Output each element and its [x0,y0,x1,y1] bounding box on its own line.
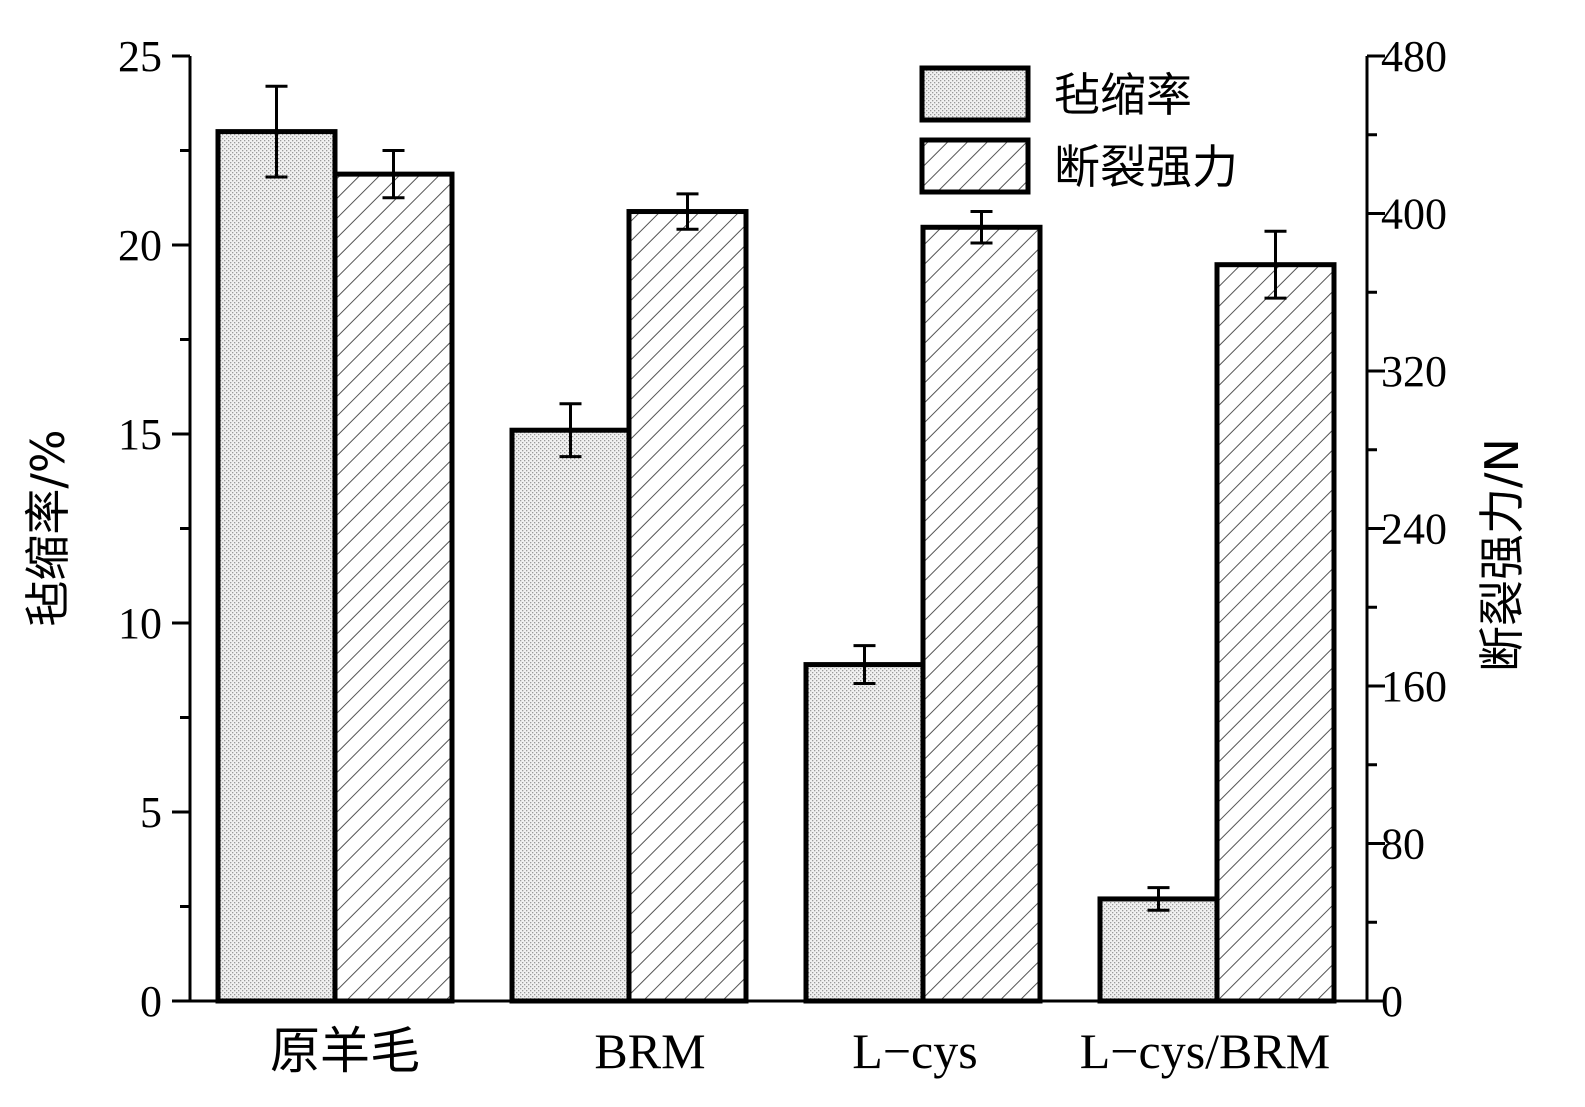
y-axis-title: 毡缩率/% [21,429,75,626]
y-axis-title-right: 断裂强力/N [1475,438,1529,672]
error-bar-felting-0 [265,84,288,179]
axes-layer [172,54,1385,1003]
legend-swatch-strength [919,137,1031,195]
bars-layer [215,84,1337,1004]
right-tick-label: 400 [1381,190,1447,239]
error-bar-felting-1 [559,402,582,459]
error-bar-felting-2 [853,644,876,685]
bar-felting-2 [803,662,926,1004]
bar-strength-3 [1214,262,1337,1004]
legend-swatch-felting [919,65,1031,123]
left-tick-label: 5 [140,788,162,837]
right-tick-label: 0 [1381,977,1403,1026]
category-label-1: BRM [594,1023,705,1079]
bar-felting-3 [1097,896,1220,1004]
category-label-0: 原羊毛 [270,1023,420,1079]
legend-label-strength: 断裂强力 [1054,140,1238,194]
error-bar-strength-0 [382,149,405,200]
right-tick-label: 240 [1381,505,1447,554]
bar-felting-0 [215,129,338,1004]
right-tick-label: 320 [1381,347,1447,396]
error-bar-strength-3 [1264,229,1287,300]
bar-strength-2 [920,224,1043,1004]
bar-felting-1 [509,427,632,1004]
labels-layer: 0 5 10 15 20 25 0 80 160 240 320 400 480 原羊毛 BRM L−cys L… [21,32,1529,1079]
error-bar-strength-2 [970,210,993,245]
left-tick-label: 0 [140,977,162,1026]
bar-strength-0 [332,171,455,1004]
right-tick-label: 160 [1381,662,1447,711]
left-tick-label: 15 [118,410,162,459]
legend-label-felting: 毡缩率 [1054,68,1192,122]
left-tick-label: 25 [118,32,162,81]
category-label-2: L−cys [852,1023,977,1079]
category-label-3: L−cys/BRM [1080,1023,1330,1079]
left-tick-label: 10 [118,599,162,648]
bar-strength-1 [626,209,749,1004]
error-bar-felting-3 [1147,886,1170,912]
right-tick-label: 480 [1381,32,1447,81]
left-tick-label: 20 [118,221,162,270]
right-tick-label: 80 [1381,820,1425,869]
error-bar-strength-1 [676,192,699,231]
